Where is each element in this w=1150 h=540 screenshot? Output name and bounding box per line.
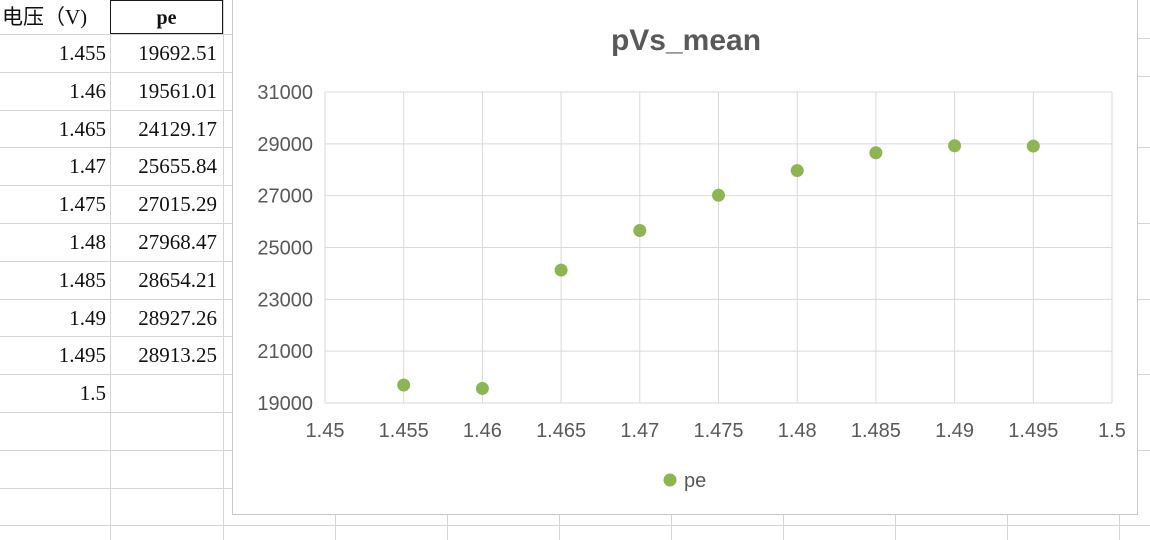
column-gridline <box>895 515 896 540</box>
column-gridline <box>335 515 336 540</box>
x-tick-label: 1.47 <box>620 420 659 442</box>
y-tick-label: 29000 <box>257 134 313 156</box>
column-gridline <box>1007 515 1008 540</box>
row-gridline <box>0 34 232 35</box>
row-gridline <box>0 185 232 186</box>
x-tick-label: 1.5 <box>1098 420 1126 442</box>
data-point <box>1026 139 1040 153</box>
data-point <box>633 224 647 238</box>
cell-voltage[interactable]: 1.47 <box>69 154 106 178</box>
y-tick-label: 19000 <box>257 393 313 415</box>
row-gridline <box>0 525 232 526</box>
cell-pe[interactable]: 27968.47 <box>138 230 217 254</box>
y-tick-label: 27000 <box>257 186 313 208</box>
column-gridline <box>223 0 224 540</box>
cell-voltage[interactable]: 1.465 <box>58 117 106 141</box>
row-gridline <box>1138 299 1150 300</box>
data-point <box>948 139 962 153</box>
y-tick-label: 21000 <box>257 341 313 363</box>
x-tick-label: 1.45 <box>306 420 345 442</box>
legend-label: pe <box>684 470 706 492</box>
x-tick-label: 1.495 <box>1008 420 1058 442</box>
row-gridline <box>0 488 232 489</box>
row-gridline <box>1138 147 1150 148</box>
column-gridline <box>110 0 111 540</box>
row-gridline <box>1138 450 1150 451</box>
y-tick-label: 31000 <box>257 82 313 104</box>
row-gridline <box>0 412 232 413</box>
x-tick-label: 1.48 <box>778 420 817 442</box>
row-gridline <box>1138 38 1150 39</box>
row-gridline <box>0 450 232 451</box>
cell-pe[interactable]: 27015.29 <box>138 192 217 216</box>
data-point <box>554 263 568 277</box>
row-gridline <box>232 525 1150 526</box>
x-tick-label: 1.475 <box>693 420 743 442</box>
header-cell-pe[interactable]: pe <box>110 0 223 34</box>
row-gridline <box>0 299 232 300</box>
row-gridline <box>1138 374 1150 375</box>
header-cell-voltage[interactable]: 电压（V) <box>2 5 88 29</box>
x-tick-label: 1.485 <box>851 420 901 442</box>
cell-pe[interactable]: 19561.01 <box>138 79 217 103</box>
cell-voltage[interactable]: 1.475 <box>58 192 106 216</box>
row-gridline <box>0 147 232 148</box>
cell-voltage[interactable]: 1.455 <box>58 41 106 65</box>
x-tick-label: 1.455 <box>379 420 429 442</box>
cell-voltage[interactable]: 1.46 <box>69 79 106 103</box>
cell-pe[interactable]: 24129.17 <box>138 117 217 141</box>
row-gridline <box>0 72 232 73</box>
cell-voltage[interactable]: 1.495 <box>58 343 106 367</box>
row-gridline <box>0 374 232 375</box>
column-gridline <box>1119 515 1120 540</box>
cell-voltage[interactable]: 1.48 <box>69 230 106 254</box>
column-gridline <box>447 515 448 540</box>
chart-svg: pVs_mean 19000 21000 23000 25000 27000 29000 3… <box>257 24 1126 492</box>
row-gridline <box>0 336 232 337</box>
column-gridline <box>783 515 784 540</box>
legend-marker <box>663 473 677 487</box>
cell-pe[interactable]: 28927.26 <box>138 306 217 330</box>
column-gridline <box>671 515 672 540</box>
cell-voltage[interactable]: 1.49 <box>69 306 106 330</box>
cell-pe[interactable]: 25655.84 <box>138 154 217 178</box>
row-gridline <box>1138 223 1150 224</box>
row-gridline <box>0 261 232 262</box>
x-tick-label: 1.46 <box>463 420 502 442</box>
data-point <box>475 381 489 395</box>
x-tick-label: 1.465 <box>536 420 586 442</box>
data-point <box>712 188 725 202</box>
y-tick-label: 23000 <box>257 289 313 311</box>
column-gridline <box>559 515 560 540</box>
x-tick-label: 1.49 <box>935 420 974 442</box>
row-gridline <box>0 110 232 111</box>
cell-voltage[interactable]: 1.5 <box>79 381 106 405</box>
cell-pe[interactable]: 28913.25 <box>138 343 217 367</box>
cell-voltage[interactable]: 1.485 <box>58 268 106 292</box>
data-point <box>869 146 883 160</box>
row-gridline <box>0 223 232 224</box>
data-point <box>790 164 804 178</box>
cell-pe[interactable]: 19692.51 <box>138 41 217 65</box>
cell-pe[interactable]: 28654.21 <box>138 268 217 292</box>
data-point <box>397 378 411 392</box>
y-tick-label: 25000 <box>257 238 313 260</box>
chart-title: pVs_mean <box>611 24 761 57</box>
scatter-chart[interactable]: pVs_mean 19000 21000 23000 25000 27000 29000 3… <box>232 0 1138 515</box>
cell-pe[interactable] <box>110 374 223 412</box>
row-gridline <box>1138 76 1150 77</box>
